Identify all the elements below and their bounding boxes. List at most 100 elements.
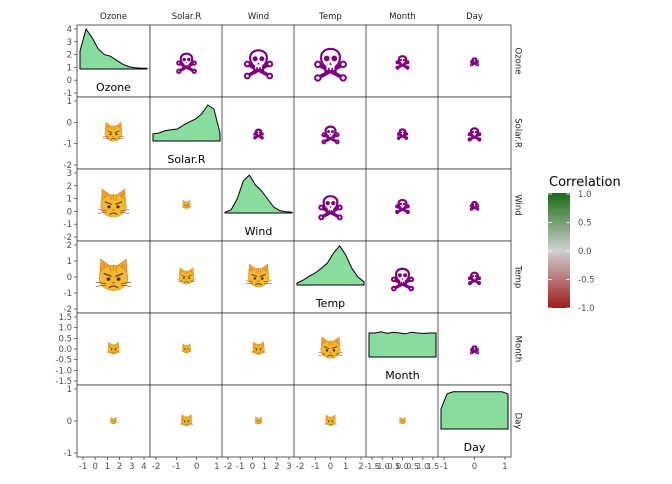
y-tick-label: -1.0 (55, 366, 72, 376)
correlation-panel (221, 24, 296, 98)
correlation-panel (365, 24, 440, 98)
y-tick-label: 2 (67, 182, 72, 192)
cat-marker (318, 195, 343, 221)
x-tick-label: 1.0 (417, 462, 429, 471)
skull-marker (254, 416, 263, 425)
correlation-panel (293, 312, 368, 386)
correlation-panel (76, 240, 151, 314)
skull-marker (102, 121, 125, 142)
x-tick-label: 1 (343, 462, 348, 472)
cat-marker (245, 263, 272, 288)
skull-marker (395, 55, 410, 70)
correlation-panel (221, 96, 296, 170)
x-tick-label: 2 (117, 462, 122, 472)
x-tick-label: 4 (141, 462, 146, 472)
y-axis: 1.51.00.50.0-0.5-1.0-1.5 (55, 313, 77, 387)
x-tick-label: 2 (274, 462, 279, 472)
density-curve (152, 104, 221, 142)
diagonal-panel: Wind (221, 168, 296, 242)
density-curve (224, 174, 293, 214)
y-tick-label: 1.5 (58, 313, 72, 323)
density-curve (440, 391, 509, 430)
x-axis: -1.5-1.0-0.50.00.51.01.5 (364, 457, 439, 471)
x-axis: -1 0 1 2 3 4 (79, 457, 147, 472)
y-tick-label: 0 (67, 417, 72, 427)
correlation-panel (437, 312, 512, 386)
diagonal-variable-label: Wind (245, 225, 273, 238)
y-tick-label: -1 (64, 220, 72, 230)
y-tick-label: 1 (67, 63, 72, 73)
diagonal-variable-label: Ozone (96, 81, 131, 94)
row-strip-label: Month (513, 336, 523, 363)
y-tick-label: -2 (64, 233, 72, 243)
x-tick-label: -1 (440, 462, 448, 472)
cat-marker (109, 416, 118, 425)
x-tick-label: -1.5 (364, 462, 379, 471)
x-axis: -1 0 1 (440, 457, 508, 472)
y-tick-label: 0.5 (58, 334, 72, 344)
y-axis: 1 0 -1 (64, 385, 77, 459)
y-tick-label: 0 (67, 76, 72, 86)
skull-marker (176, 52, 197, 74)
x-tick-label: -1 (79, 462, 87, 472)
density-curve (79, 27, 148, 70)
correlation-panel (149, 384, 224, 458)
diagonal-panel: Solar.R (149, 96, 224, 170)
x-axis: -2 -1 0 1 2 (296, 457, 364, 472)
diagonal-variable-label: Month (385, 369, 420, 382)
column-header: Temp (318, 12, 342, 22)
y-tick-label: -2 (64, 161, 72, 171)
row-strip-label: Wind (513, 194, 523, 215)
x-tick-label: -2 (152, 462, 160, 472)
x-tick-label: 0.5 (406, 462, 418, 471)
diagonal-variable-label: Day (464, 441, 486, 454)
cat-marker (181, 199, 192, 209)
cat-marker (467, 271, 482, 286)
y-tick-label: 1 (67, 195, 72, 205)
cat-marker (467, 127, 482, 142)
column-header: Ozone (100, 12, 127, 22)
y-tick-label: 3 (67, 169, 72, 179)
panel-border (76, 168, 151, 242)
cat-marker (251, 341, 266, 355)
diagonal-panel: Month (365, 312, 440, 386)
x-tick-label: -1 (311, 462, 319, 472)
y-tick-label: 1 (67, 97, 72, 107)
skull-marker (95, 258, 132, 291)
y-tick-label: 4 (67, 25, 72, 35)
y-tick-label: 0 (67, 118, 72, 128)
y-tick-label: 1 (67, 385, 72, 395)
cat-marker (181, 343, 192, 354)
y-tick-label: 1.0 (58, 324, 72, 334)
correlation-panel (149, 168, 224, 242)
y-tick-label: -2 (64, 305, 72, 315)
correlation-panel (437, 24, 512, 98)
x-axis: -2 -1 0 1 2 3 (224, 457, 292, 472)
diagonal-panel: Day (437, 384, 512, 458)
x-tick-label: 2 (358, 462, 363, 472)
correlation-panel (221, 240, 296, 314)
y-tick-label: 2 (67, 241, 72, 251)
correlation-panel (293, 168, 368, 242)
y-tick-label: 0 (67, 207, 72, 217)
y-tick-label: 3 (67, 38, 72, 48)
x-tick-label: -0.5 (385, 462, 400, 471)
correlation-panel (437, 168, 512, 242)
column-header: Wind (248, 12, 269, 22)
correlation-panel (293, 24, 368, 98)
diagonal-variable-label: Temp (315, 297, 345, 310)
x-tick-label: 0 (328, 462, 333, 472)
x-tick-label: -2 (224, 462, 232, 472)
cat-marker (398, 416, 407, 425)
correlation-panel (293, 384, 368, 458)
y-tick-label: 1 (67, 257, 72, 267)
cat-marker (97, 188, 130, 218)
correlation-panel (149, 240, 224, 314)
correlation-panel (76, 96, 151, 170)
correlation-panel (365, 384, 440, 458)
skull-marker (318, 336, 343, 359)
cat-marker (395, 198, 410, 215)
cat-marker (470, 57, 479, 67)
y-tick-label: 0.0 (58, 345, 72, 355)
